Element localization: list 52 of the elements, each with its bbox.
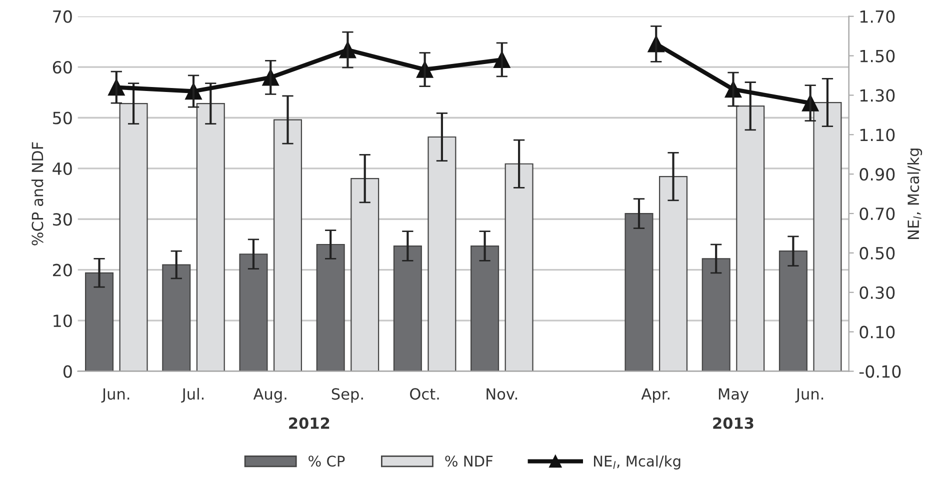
y-tick-label: 50 — [53, 112, 72, 124]
y-tick-label: 60 — [52, 61, 72, 74]
x-tick-label: Jun. — [101, 388, 130, 403]
bar — [119, 102, 148, 372]
bar — [470, 245, 500, 372]
bar — [778, 250, 808, 372]
y2-tick-label: 0.70 — [860, 207, 895, 220]
x-tick-label: Sep. — [332, 388, 363, 403]
bar — [85, 272, 114, 372]
x-tick-label: Aug. — [253, 388, 286, 403]
y2-tick-label: 1.10 — [860, 128, 895, 142]
x-tick-label: May — [718, 388, 749, 403]
y2-tick-label: 0.30 — [860, 286, 895, 299]
x-tick-label: Nov. — [486, 388, 518, 400]
bar — [350, 178, 380, 372]
y2-tick-label: 0.50 — [860, 246, 895, 260]
y2-axis-title: NE$_{l}$, Mcal/kg — [907, 148, 922, 239]
bar — [813, 102, 842, 372]
text: 2013 — [713, 417, 754, 429]
y-tick-label: 0 — [63, 365, 72, 378]
bar — [162, 264, 191, 372]
bar — [273, 119, 302, 372]
bar — [393, 245, 422, 372]
bar — [702, 258, 730, 372]
x-tick-label: Oct. — [410, 388, 439, 400]
y-tick-label: 70 — [53, 10, 72, 23]
x-tick-label: Jun. — [795, 388, 824, 403]
legend-label: % NDF — [445, 456, 493, 467]
y-tick-label: 40 — [52, 162, 72, 176]
y-axis-title: %CP and NDF — [31, 142, 44, 246]
y2-tick-label: 1.50 — [860, 50, 895, 62]
y2-tick-label: -0.10 — [859, 365, 901, 378]
x-tick-label: Jul. — [181, 388, 204, 403]
y-tick-label: 20 — [53, 264, 72, 276]
y2-tick-label: 1.70 — [860, 10, 895, 23]
bar — [196, 102, 225, 372]
y2-tick-label: 1.30 — [860, 89, 895, 102]
bar — [504, 163, 534, 372]
bar — [239, 254, 268, 372]
y2-tick-label: 0.90 — [860, 168, 895, 181]
bar — [316, 244, 345, 372]
bar — [659, 176, 688, 372]
y-tick-label: 10 — [54, 314, 72, 328]
y-tick-label: 30 — [53, 213, 72, 226]
legend-label: NE$_{l}$, Mcal/kg — [594, 455, 680, 470]
bar — [428, 136, 456, 372]
x-tick-label: Apr. — [641, 388, 670, 403]
bar — [736, 106, 765, 372]
y2-tick-label: 0.10 — [860, 326, 895, 338]
bar — [624, 213, 654, 372]
text: 2012 — [289, 417, 330, 429]
legend-label: % CP — [308, 456, 345, 467]
